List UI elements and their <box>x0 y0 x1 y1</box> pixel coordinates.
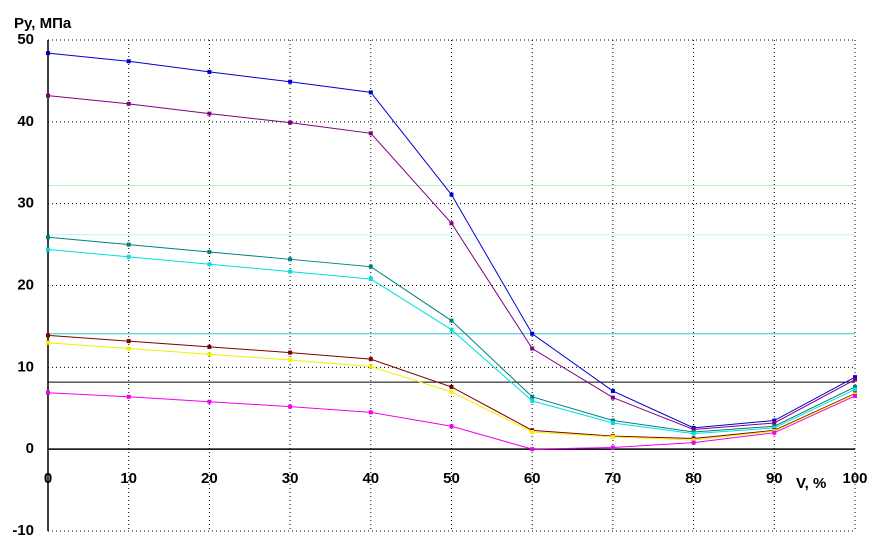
point <box>368 131 373 136</box>
x-tick-label: 20 <box>201 470 218 487</box>
point <box>610 418 615 423</box>
point <box>530 331 535 336</box>
point <box>288 404 293 409</box>
point <box>126 242 131 247</box>
point <box>530 447 535 452</box>
point <box>853 375 857 380</box>
point <box>288 269 293 274</box>
point <box>449 318 454 323</box>
point <box>691 438 696 443</box>
x-tick-label: 60 <box>524 470 541 487</box>
y-tick-label: -10 <box>12 522 34 539</box>
point <box>853 377 857 382</box>
x-tick-label: 90 <box>766 470 783 487</box>
point <box>449 389 454 394</box>
point <box>691 440 696 445</box>
point <box>853 393 857 398</box>
point <box>207 249 212 254</box>
point <box>449 424 454 429</box>
point <box>46 93 50 98</box>
point <box>207 352 212 357</box>
point <box>46 340 50 345</box>
point <box>288 357 293 362</box>
point <box>449 384 454 389</box>
point <box>207 111 212 116</box>
point <box>772 420 777 425</box>
point <box>126 254 131 259</box>
point <box>449 221 454 226</box>
point <box>368 90 373 95</box>
point <box>530 394 535 399</box>
x-tick-label: 80 <box>685 470 702 487</box>
point <box>207 344 212 349</box>
point <box>46 51 50 56</box>
point <box>368 357 373 362</box>
x-tick-label: 40 <box>362 470 379 487</box>
point <box>368 364 373 369</box>
point <box>530 398 535 403</box>
point <box>126 346 131 351</box>
point <box>772 430 777 435</box>
x-tick-label: 50 <box>443 470 460 487</box>
point <box>288 350 293 355</box>
point <box>449 327 454 332</box>
point <box>530 429 535 434</box>
point <box>207 262 212 267</box>
x-tick-label: 10 <box>120 470 137 487</box>
y-tick-label: 40 <box>17 113 34 130</box>
point <box>126 394 131 399</box>
point <box>368 410 373 415</box>
point <box>207 399 212 404</box>
point <box>772 418 777 423</box>
x-tick-label: 100 <box>842 470 867 487</box>
point <box>610 389 615 394</box>
y-tick-label: 50 <box>17 31 34 48</box>
point <box>691 427 696 432</box>
point <box>46 333 50 338</box>
point <box>610 395 615 400</box>
point <box>288 79 293 84</box>
point <box>691 431 696 436</box>
x-tick-label: 70 <box>605 470 622 487</box>
point <box>126 101 131 106</box>
point <box>610 420 615 425</box>
x-tick-label: 30 <box>282 470 299 487</box>
y-tick-label: 0 <box>26 440 34 457</box>
point <box>853 387 857 392</box>
point <box>126 339 131 344</box>
y-tick-label: 30 <box>17 195 34 212</box>
point <box>610 445 615 450</box>
point <box>46 235 50 240</box>
point <box>853 384 857 389</box>
point <box>449 192 454 197</box>
y-tick-label: 10 <box>17 358 34 375</box>
point <box>126 59 131 64</box>
point <box>288 257 293 262</box>
point <box>46 247 50 252</box>
y-axis-label: Py, МПа <box>14 15 72 32</box>
point <box>530 346 535 351</box>
point <box>368 276 373 281</box>
point <box>288 120 293 125</box>
point <box>610 434 615 439</box>
point <box>368 264 373 269</box>
point <box>46 390 50 395</box>
point <box>772 425 777 430</box>
point <box>207 69 212 74</box>
y-tick-label: 20 <box>17 276 34 293</box>
x-axis-label: V, % <box>796 475 826 492</box>
